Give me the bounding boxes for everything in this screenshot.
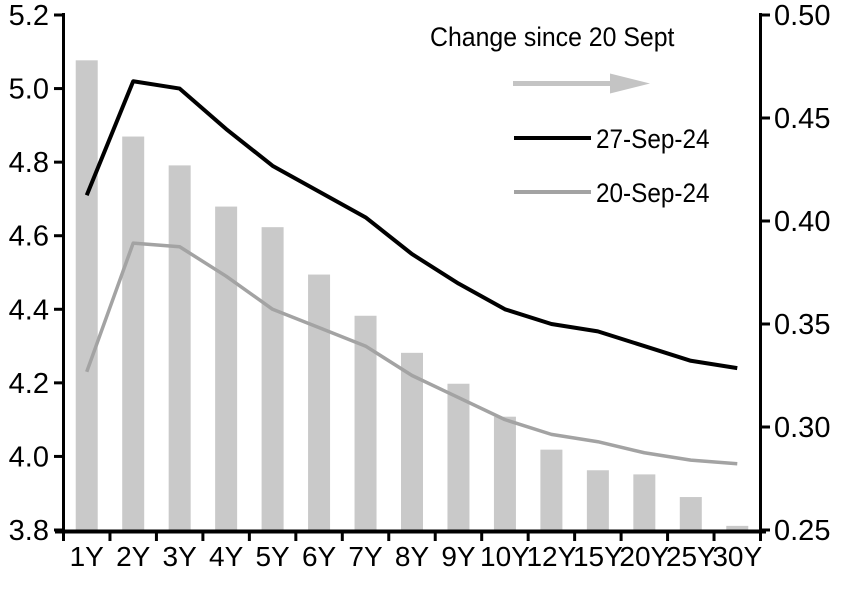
left-axis-tick-label: 4.6 — [9, 221, 49, 253]
bar-change-since-20sept — [726, 525, 749, 531]
right-arrow-icon — [513, 73, 650, 94]
x-axis-category-label: 12Y — [526, 541, 576, 572]
left-axis-tick-label: 4.8 — [9, 147, 49, 179]
x-axis-category-label: 6Y — [302, 541, 337, 572]
right-axis-tick-label: 0.50 — [774, 0, 830, 32]
x-axis-category-label: 4Y — [209, 541, 244, 572]
x-axis-category-label: 2Y — [116, 541, 151, 572]
x-axis-category-label: 25Y — [666, 541, 716, 572]
x-axis-category-label: 5Y — [255, 541, 290, 572]
x-axis-category-label: 10Y — [480, 541, 530, 572]
left-axis-tick-label: 5.0 — [9, 74, 49, 106]
left-axis-tick-label: 5.2 — [9, 0, 49, 32]
x-axis-category-label: 7Y — [348, 541, 383, 572]
line-27-sep-24 — [84, 79, 738, 371]
legend-label-20sep: 20-Sep-24 — [596, 178, 710, 208]
legend-line-swatch-20sep — [514, 190, 591, 194]
x-axis-category-label: 1Y — [70, 541, 105, 572]
left-axis-tick-label: 4.2 — [9, 368, 49, 400]
legend-title: Change since 20 Sept — [430, 22, 675, 52]
right-axis-tick-label: 0.35 — [774, 309, 830, 341]
right-axis-tick-label: 0.30 — [774, 412, 830, 444]
right-axis-tick-label: 0.45 — [774, 103, 830, 135]
legend-label-27sep: 27-Sep-24 — [596, 124, 710, 154]
x-axis-category-label: 30Y — [712, 541, 762, 572]
x-axis-category-label: 8Y — [395, 541, 430, 572]
left-axis-tick-label: 4.4 — [9, 294, 49, 326]
legend-line-swatch-27sep — [514, 136, 591, 140]
x-axis-category-label: 15Y — [573, 541, 623, 572]
right-axis-tick-label: 0.40 — [774, 206, 830, 238]
x-axis-category-label: 3Y — [163, 541, 198, 572]
left-axis-tick-label: 4.0 — [9, 441, 49, 473]
x-axis-category-label: 20Y — [619, 541, 669, 572]
x-axis-category-label: 9Y — [441, 541, 476, 572]
right-axis-tick-label: 0.25 — [774, 515, 830, 547]
line-20-sep-24 — [85, 241, 738, 466]
left-axis-tick-label: 3.8 — [9, 515, 49, 547]
